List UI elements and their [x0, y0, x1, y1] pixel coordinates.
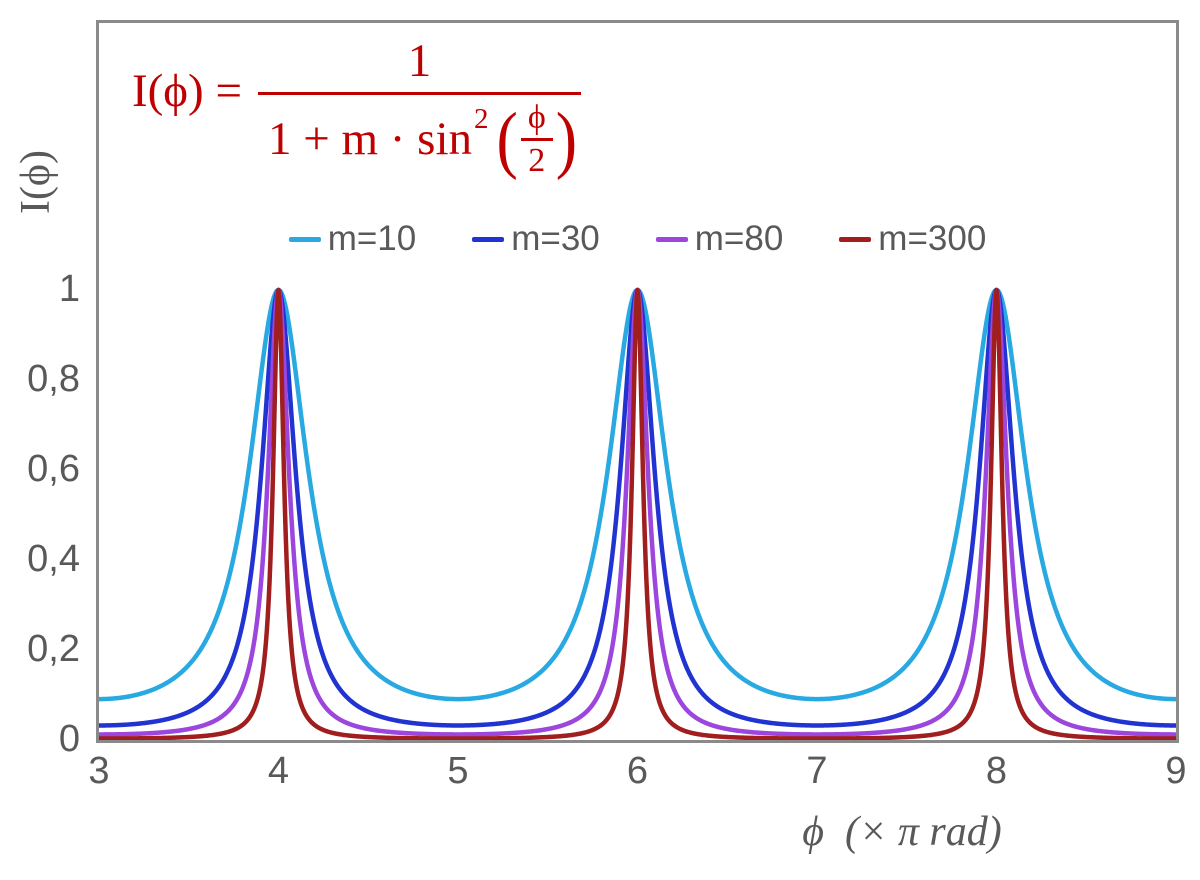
legend-item-m30: m=30 — [472, 219, 600, 259]
x-tick-9: 9 — [1165, 750, 1187, 792]
legend-item-m300: m=300 — [839, 219, 986, 259]
legend-label: m=30 — [511, 219, 600, 258]
x-tick-6: 6 — [626, 750, 649, 792]
legend-label: m=10 — [327, 219, 417, 258]
sin-exponent: 2 — [474, 102, 489, 135]
curve-m300 — [99, 287, 1176, 740]
legend: m=10 m=30 m=80 m=300 — [99, 219, 1176, 259]
curve-m80 — [99, 287, 1176, 737]
plot-area: I(ϕ) = 1 1 + m · sin 2 ( ϕ 2 ) m=10 m=30 m… — [96, 20, 1179, 743]
curves-svg — [99, 287, 1176, 740]
inner-fraction-denominator: 2 — [528, 142, 546, 180]
x-tick-5: 5 — [447, 750, 469, 792]
legend-swatch — [288, 236, 321, 242]
y-tick-1: 1 — [58, 268, 80, 310]
x-tick-4: 4 — [267, 750, 290, 792]
legend-label: m=80 — [694, 219, 784, 258]
formula-lhs: I(ϕ) = — [132, 65, 242, 117]
inner-fraction-numerator: ϕ — [520, 99, 553, 142]
close-paren: ) — [555, 96, 578, 181]
y-tick-0: 0 — [58, 718, 80, 760]
intensity-formula: I(ϕ) = 1 1 + m · sin 2 ( ϕ 2 ) — [132, 35, 582, 181]
x-axis-title: ϕ (× π rad) — [802, 809, 1002, 855]
open-paren: ( — [496, 96, 518, 181]
formula-fraction: 1 1 + m · sin 2 ( ϕ 2 ) — [257, 35, 582, 181]
legend-item-m10: m=10 — [288, 219, 417, 259]
x-tick-8: 8 — [985, 750, 1008, 792]
legend-item-m80: m=80 — [655, 219, 784, 259]
legend-label: m=300 — [878, 219, 987, 258]
legend-swatch — [839, 236, 872, 242]
y-tick-0_2: 0,2 — [27, 628, 80, 670]
formula-numerator: 1 — [407, 35, 432, 87]
denominator-text: 1 + m · sin — [267, 112, 473, 165]
formula-denominator: 1 + m · sin 2 ( ϕ 2 ) — [257, 91, 582, 181]
y-tick-0_4: 0,4 — [27, 538, 80, 580]
y-tick-0_8: 0,8 — [27, 358, 80, 400]
x-tick-3: 3 — [88, 750, 110, 792]
inner-fraction: ϕ 2 — [520, 99, 553, 180]
y-tick-0_6: 0,6 — [27, 448, 80, 490]
curve-m30 — [99, 287, 1176, 728]
legend-swatch — [472, 236, 505, 242]
y-axis-title: I(ϕ) — [13, 149, 59, 215]
x-tick-7: 7 — [806, 750, 828, 792]
legend-swatch — [655, 236, 688, 242]
